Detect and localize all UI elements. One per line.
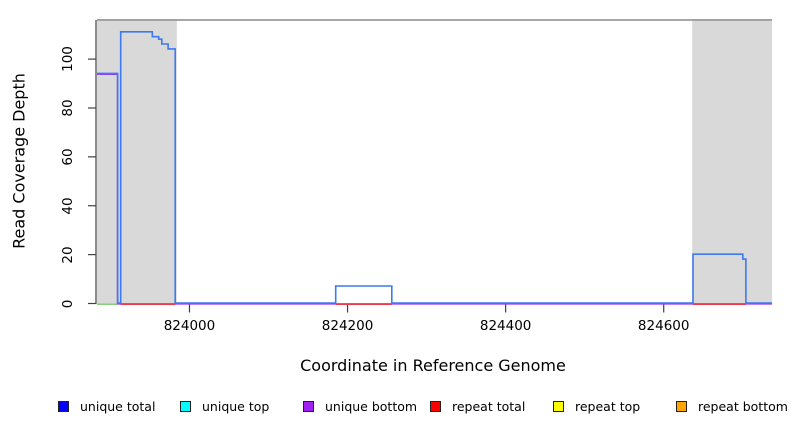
x-axis-title: Coordinate in Reference Genome bbox=[300, 356, 566, 375]
legend: unique total unique top unique bottom re… bbox=[0, 398, 792, 416]
legend-label: repeat total bbox=[452, 398, 526, 414]
unique-total-swatch-icon bbox=[58, 400, 69, 412]
y-tick-label: 60 bbox=[60, 148, 76, 166]
legend-item-unique-total: unique total bbox=[58, 398, 155, 414]
y-tick-label: 40 bbox=[60, 197, 76, 215]
legend-label: unique top bbox=[202, 398, 270, 414]
y-tick-label: 20 bbox=[60, 246, 76, 264]
shaded-region bbox=[97, 19, 177, 304]
x-tick-label: 824600 bbox=[637, 317, 690, 334]
legend-label: unique total bbox=[80, 398, 156, 414]
legend-item-unique-top: unique top bbox=[180, 398, 269, 414]
shaded-region bbox=[692, 19, 772, 304]
y-tick-label: 100 bbox=[60, 46, 76, 72]
unique-bottom-swatch-icon bbox=[303, 400, 314, 412]
legend-label: unique bottom bbox=[325, 398, 418, 414]
repeat-top-swatch-icon bbox=[553, 400, 564, 412]
x-tick-label: 824400 bbox=[479, 317, 532, 334]
x-tick-label: 824000 bbox=[163, 317, 216, 334]
repeat-bottom-swatch-icon bbox=[676, 400, 687, 412]
y-tick-label: 80 bbox=[60, 99, 76, 117]
y-tick-label: 0 bbox=[60, 299, 76, 308]
x-tick-label: 824200 bbox=[321, 317, 374, 334]
series-line-unique-bottom bbox=[97, 73, 772, 305]
legend-label: repeat top bbox=[575, 398, 641, 414]
legend-label: repeat bottom bbox=[698, 398, 788, 414]
legend-item-repeat-total: repeat total bbox=[430, 398, 525, 414]
legend-item-repeat-top: repeat top bbox=[553, 398, 640, 414]
legend-item-repeat-bottom: repeat bottom bbox=[676, 398, 788, 414]
series-line-unique-total bbox=[97, 30, 772, 304]
unique-top-swatch-icon bbox=[180, 400, 191, 412]
legend-item-unique-bottom: unique bottom bbox=[303, 398, 417, 414]
repeat-total-swatch-icon bbox=[430, 400, 441, 412]
y-axis-title: Read Coverage Depth bbox=[9, 73, 29, 249]
